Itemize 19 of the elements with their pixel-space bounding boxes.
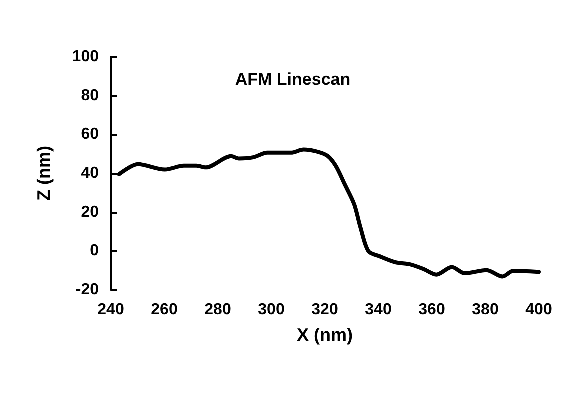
- x-tick-label: 260: [151, 302, 178, 318]
- x-tick-label: 360: [418, 302, 446, 318]
- y-tick-label: 40: [81, 165, 100, 182]
- x-axis-title: X (nm): [297, 325, 353, 345]
- x-tick-label: 400: [526, 302, 552, 318]
- y-tick-label: 20: [81, 204, 100, 221]
- x-tick-label: 240: [98, 302, 124, 318]
- y-tick-label: 0: [90, 242, 100, 260]
- y-tick-label: 80: [81, 87, 100, 104]
- x-tick-label: 300: [258, 302, 285, 318]
- y-tick-label: -20: [76, 282, 100, 298]
- x-tick-label: 380: [472, 302, 499, 318]
- x-tick-label: 340: [365, 302, 392, 318]
- y-axis-title: Z (nm): [34, 146, 54, 201]
- x-tick-label: 320: [312, 302, 338, 318]
- text: AFM Linescan: [235, 70, 351, 89]
- x-tick-label: 280: [204, 302, 232, 318]
- y-tick-label: 60: [81, 126, 100, 144]
- y-tick-label: 100: [72, 48, 100, 66]
